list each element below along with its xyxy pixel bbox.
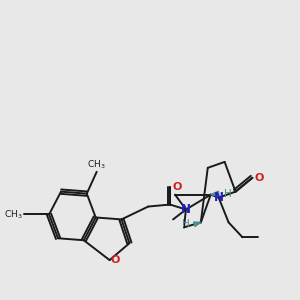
Text: H: H: [224, 189, 231, 199]
Text: N: N: [214, 191, 224, 204]
Text: N: N: [181, 203, 191, 216]
Text: O: O: [111, 255, 120, 265]
Polygon shape: [211, 191, 219, 196]
Text: CH$_3$: CH$_3$: [4, 208, 22, 221]
Text: CH$_3$: CH$_3$: [87, 158, 106, 171]
Text: H: H: [182, 219, 190, 230]
Text: O: O: [254, 173, 264, 183]
Text: O: O: [172, 182, 182, 192]
